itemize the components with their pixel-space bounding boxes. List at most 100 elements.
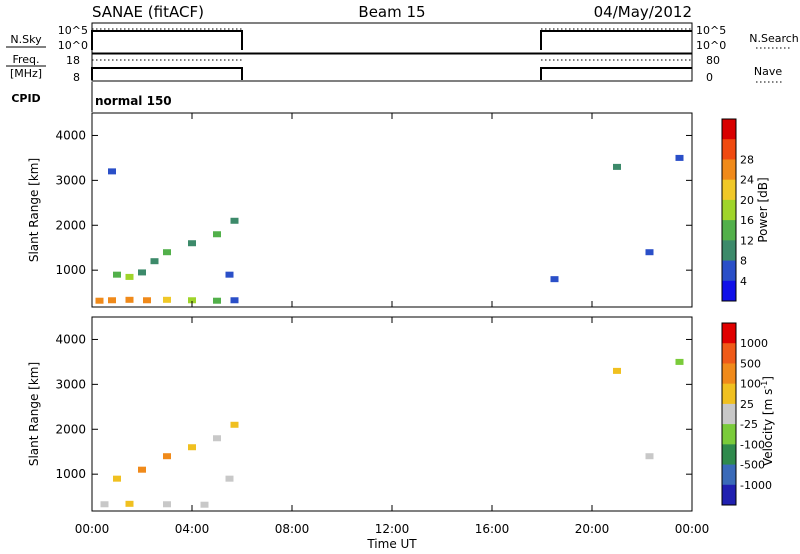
power-cell <box>125 296 134 303</box>
velocity-colorbar-segment <box>722 444 736 466</box>
power-range-axis: 1000 2000 3000 4000 <box>55 128 692 277</box>
velocity-cell <box>230 421 239 428</box>
power-cell <box>95 297 104 304</box>
time-tick-label: 20:00 <box>575 522 610 536</box>
power-cell <box>138 269 146 276</box>
velocity-cell <box>163 453 171 460</box>
range-tick-label: 2000 <box>55 218 86 232</box>
cpid-label: CPID <box>11 92 40 105</box>
power-colorbar-tick: 20 <box>740 194 754 207</box>
velocity-panel: 1000 2000 3000 4000 Slant Range [km] 1000 50… <box>27 316 775 512</box>
power-cell <box>108 297 116 304</box>
velocity-cell <box>113 475 121 482</box>
velocity-cell <box>675 358 684 365</box>
velocity-cell <box>225 475 234 482</box>
velocity-colorbar-tick: 500 <box>740 357 761 370</box>
nsky-label: N.Sky <box>10 33 42 46</box>
velocity-colorbar-segment <box>722 343 736 364</box>
power-colorbar-tick: 12 <box>740 234 754 247</box>
power-cell <box>230 297 239 304</box>
power-cell <box>163 296 171 303</box>
nsky-trace <box>91 30 243 50</box>
power-cell <box>675 154 684 161</box>
power-colorbar-tick: 4 <box>740 275 747 288</box>
range-tick-label: 3000 <box>55 377 86 391</box>
velocity-colorbar-tick: 1000 <box>740 337 768 350</box>
power-colorbar-tick: 24 <box>740 174 754 187</box>
freq-tick-bottom: 8 <box>73 71 80 84</box>
power-cell <box>225 271 234 278</box>
range-tick-label: 4000 <box>55 128 86 142</box>
power-cell <box>188 297 196 304</box>
nsky-strip: N.Sky 10^5 10^0 10^5 10^0 N.Search <box>6 22 799 54</box>
range-tick-label: 1000 <box>55 263 86 277</box>
power-colorbar-tick: 28 <box>740 153 754 166</box>
power-cell <box>113 271 121 278</box>
time-tick-label: 08:00 <box>275 522 310 536</box>
power-cell <box>230 217 239 224</box>
time-tick-label: 00:00 <box>675 522 710 536</box>
power-cell <box>613 163 621 170</box>
freq-trace <box>91 67 243 80</box>
cpid-mode: normal 150 <box>95 94 172 108</box>
date-title: 04/May/2012 <box>594 3 692 21</box>
freq-label-1: Freq. <box>12 53 39 66</box>
power-colorbar-segment <box>722 240 736 262</box>
freq-label-2: [MHz] <box>10 67 42 80</box>
power-cell <box>108 168 116 175</box>
time-axis-label: Time UT <box>366 537 417 551</box>
range-tick-label: 2000 <box>55 422 86 436</box>
power-cell <box>125 273 134 280</box>
nsearch-tick-top: 10^5 <box>696 24 726 37</box>
power-cell <box>188 240 196 247</box>
velocity-colorbar-tick: -100 <box>740 438 765 451</box>
velocity-colorbar-frame <box>721 322 737 506</box>
nave-tick-top: 80 <box>706 54 720 67</box>
velocity-colorbar-segment <box>722 363 736 385</box>
velocity-colorbar-segment <box>722 383 736 405</box>
power-colorbar-segment <box>722 159 736 181</box>
velocity-colorbar-segment <box>722 484 736 506</box>
power-colorbar: 4 8 12 16 20 24 28 <box>721 118 754 302</box>
power-cell <box>213 231 221 238</box>
power-scale-label: Power [dB] <box>756 177 770 242</box>
power-cell <box>143 297 151 304</box>
time-tick-label: 00:00 <box>75 522 110 536</box>
velocity-colorbar-segment <box>722 323 736 344</box>
time-tick-label: 16:00 <box>475 522 510 536</box>
power-colorbar-tick: 16 <box>740 214 754 227</box>
nave-tick-bottom: 0 <box>706 71 713 84</box>
cpid-strip: CPID normal 150 <box>11 82 172 112</box>
freq-tick-top: 18 <box>66 54 80 67</box>
power-cell <box>213 297 221 304</box>
power-colorbar-segment <box>722 179 736 201</box>
nsky-trace-late <box>540 30 692 50</box>
power-cell <box>163 249 171 256</box>
velocity-cell <box>613 367 621 374</box>
power-colorbar-segment <box>722 139 736 160</box>
velocity-cell <box>100 501 109 508</box>
power-cell <box>550 276 559 283</box>
power-colorbar-segment <box>722 220 736 241</box>
power-colorbar-segment <box>722 260 736 282</box>
power-colorbar-segment <box>722 199 736 221</box>
power-colorbar-segment <box>722 280 736 302</box>
velocity-colorbar-tick: -500 <box>740 459 765 472</box>
nave-label: Nave <box>754 65 782 78</box>
velocity-cell <box>200 501 209 508</box>
velocity-cell <box>645 453 654 460</box>
nsky-tick-top: 10^5 <box>58 24 88 37</box>
velocity-heatmap <box>100 358 684 508</box>
power-colorbar-tick: 8 <box>740 255 747 268</box>
power-colorbar-frame <box>721 118 737 302</box>
velocity-cell <box>213 435 221 442</box>
range-tick-label: 4000 <box>55 332 86 346</box>
velocity-cell <box>188 444 196 451</box>
range-tick-label: 1000 <box>55 467 86 481</box>
velocity-cell <box>138 466 146 473</box>
time-axis: 00:00 04:00 08:00 12:00 16:00 20:00 00:00 <box>75 113 710 536</box>
velocity-colorbar: 1000 500 100 25 -25 -100 -500 -1000 <box>721 322 772 506</box>
velocity-colorbar-segment <box>722 424 736 445</box>
velocity-colorbar-tick: -1000 <box>740 479 772 492</box>
